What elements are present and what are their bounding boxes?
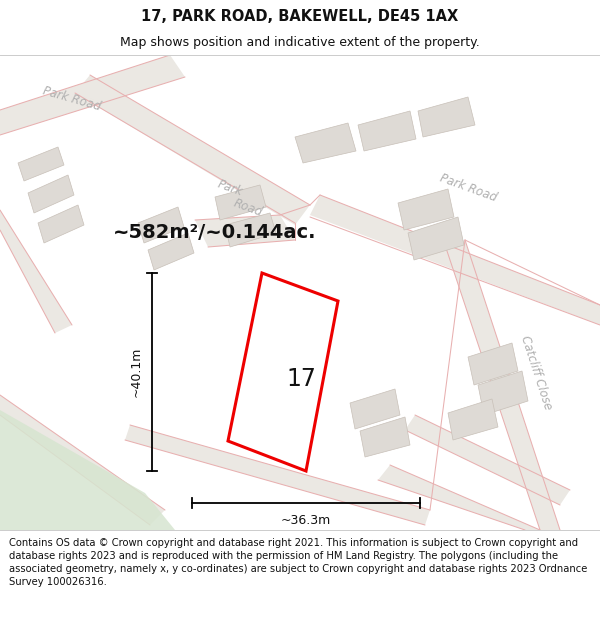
Text: 17: 17 xyxy=(287,368,316,391)
Text: Park Road: Park Road xyxy=(41,84,103,114)
Polygon shape xyxy=(28,175,74,213)
Polygon shape xyxy=(125,425,430,525)
Polygon shape xyxy=(148,233,194,270)
Polygon shape xyxy=(228,273,338,471)
Text: Park: Park xyxy=(215,177,244,199)
Polygon shape xyxy=(225,213,276,247)
Polygon shape xyxy=(75,75,310,225)
Text: ~582m²/~0.144ac.: ~582m²/~0.144ac. xyxy=(113,224,317,243)
Text: ~36.3m: ~36.3m xyxy=(281,514,331,528)
Polygon shape xyxy=(38,205,84,243)
Polygon shape xyxy=(195,215,295,247)
Text: ~40.1m: ~40.1m xyxy=(130,347,143,398)
Text: Map shows position and indicative extent of the property.: Map shows position and indicative extent… xyxy=(120,36,480,49)
Polygon shape xyxy=(405,415,570,505)
Polygon shape xyxy=(0,55,185,135)
Text: Park Road: Park Road xyxy=(437,172,499,204)
Polygon shape xyxy=(0,395,165,525)
Polygon shape xyxy=(448,399,498,440)
Polygon shape xyxy=(408,217,464,260)
Polygon shape xyxy=(295,123,356,163)
Polygon shape xyxy=(215,185,266,220)
Text: Road: Road xyxy=(232,197,265,219)
Polygon shape xyxy=(310,195,600,325)
Polygon shape xyxy=(445,240,560,530)
Polygon shape xyxy=(358,111,416,151)
Text: 17, PARK ROAD, BAKEWELL, DE45 1AX: 17, PARK ROAD, BAKEWELL, DE45 1AX xyxy=(142,9,458,24)
Polygon shape xyxy=(418,97,475,137)
Polygon shape xyxy=(18,147,64,181)
Polygon shape xyxy=(378,465,540,530)
Polygon shape xyxy=(478,371,528,415)
Polygon shape xyxy=(350,389,400,429)
Text: Catcliff Close: Catcliff Close xyxy=(518,334,554,412)
Polygon shape xyxy=(138,207,184,243)
Polygon shape xyxy=(0,410,175,530)
Polygon shape xyxy=(0,210,72,333)
Text: Contains OS data © Crown copyright and database right 2021. This information is : Contains OS data © Crown copyright and d… xyxy=(9,538,587,588)
Polygon shape xyxy=(360,417,410,457)
Polygon shape xyxy=(398,189,454,230)
Polygon shape xyxy=(468,343,518,385)
